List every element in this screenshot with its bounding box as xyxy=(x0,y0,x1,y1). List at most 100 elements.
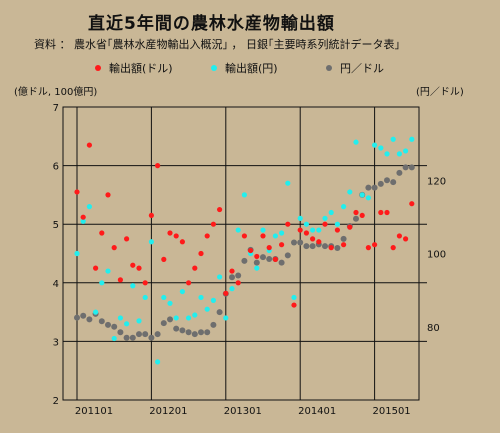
data-point xyxy=(130,283,136,289)
data-point xyxy=(74,250,80,257)
data-point xyxy=(148,212,154,219)
data-point xyxy=(291,302,297,308)
data-marks xyxy=(74,136,415,365)
data-point xyxy=(285,180,291,186)
data-point xyxy=(316,227,322,233)
data-point xyxy=(173,325,180,332)
y-left-tick-label: 4 xyxy=(53,279,59,290)
data-point xyxy=(142,294,148,301)
data-point xyxy=(334,245,341,252)
legend-label: 輸出額(円) xyxy=(225,61,278,75)
data-point xyxy=(210,221,216,227)
legend-marker xyxy=(211,65,217,71)
data-point xyxy=(179,288,185,295)
data-point xyxy=(279,230,285,236)
data-point xyxy=(111,335,117,342)
data-point xyxy=(179,239,185,245)
data-point xyxy=(235,272,242,279)
data-point xyxy=(105,268,111,274)
data-point xyxy=(99,280,105,286)
x-tick-label: 201201 xyxy=(149,406,187,417)
data-point xyxy=(186,315,192,321)
source-note: 資料 ： 農水省｢農林水産物輸出入概況｣ ， 日銀｢主要時系列統計データ表｣ xyxy=(34,38,400,51)
data-point xyxy=(216,309,223,316)
data-point xyxy=(347,224,353,230)
data-point xyxy=(372,242,378,248)
data-point xyxy=(117,315,123,321)
data-point xyxy=(167,316,173,323)
data-point xyxy=(359,192,365,198)
data-point xyxy=(310,236,316,242)
data-point xyxy=(204,329,211,336)
data-point xyxy=(310,227,316,233)
data-point xyxy=(191,331,198,338)
data-point xyxy=(148,334,155,341)
data-point xyxy=(260,233,266,239)
data-point xyxy=(303,243,310,250)
legend-marker xyxy=(326,65,332,71)
data-point xyxy=(192,312,198,318)
data-point xyxy=(192,265,198,271)
data-point xyxy=(117,329,124,336)
data-point xyxy=(303,221,309,227)
data-point xyxy=(105,321,111,328)
data-point xyxy=(253,259,260,266)
data-point xyxy=(185,329,192,336)
y-left-tick-label: 2 xyxy=(53,396,59,407)
data-point xyxy=(148,239,154,245)
data-point xyxy=(111,323,118,330)
data-point xyxy=(403,236,409,242)
data-point xyxy=(291,239,297,246)
data-point xyxy=(396,169,403,176)
data-point xyxy=(98,318,105,325)
data-point xyxy=(161,294,167,301)
data-point xyxy=(248,247,254,254)
data-point xyxy=(198,329,204,336)
data-point xyxy=(130,262,136,268)
data-point xyxy=(359,212,365,219)
data-point xyxy=(328,209,334,216)
data-point xyxy=(86,316,93,323)
legend-label: 円／ドル xyxy=(340,62,384,75)
data-point xyxy=(322,243,328,250)
data-point xyxy=(241,233,247,239)
data-point xyxy=(390,245,396,251)
data-point xyxy=(142,280,148,286)
data-point xyxy=(136,265,142,271)
data-point xyxy=(353,215,359,222)
data-point xyxy=(372,142,378,148)
data-point xyxy=(340,235,347,242)
y-left-tick-label: 6 xyxy=(53,162,59,173)
axes: 2 3 4 5 6 7 80 100 120 201101 201201 201301 201401 20… xyxy=(14,85,464,417)
data-point xyxy=(297,227,303,233)
y-right-tick-label: 80 xyxy=(427,323,440,334)
data-point xyxy=(396,151,402,157)
grid xyxy=(63,107,427,400)
data-point xyxy=(210,297,216,303)
data-point xyxy=(278,259,285,266)
y-left-tick-label: 3 xyxy=(53,337,59,348)
y-left-tick-label: 7 xyxy=(53,103,59,114)
data-point xyxy=(80,312,87,319)
data-point xyxy=(403,148,409,154)
data-point xyxy=(124,321,130,327)
data-point xyxy=(204,306,210,312)
data-point xyxy=(142,331,149,338)
data-point xyxy=(161,256,167,262)
data-point xyxy=(93,265,99,271)
data-point xyxy=(378,145,384,151)
data-point xyxy=(80,214,86,220)
y-left-tick-label: 5 xyxy=(53,220,59,231)
data-point xyxy=(235,227,241,233)
data-point xyxy=(154,331,161,338)
data-point xyxy=(384,177,390,184)
data-point xyxy=(334,227,340,233)
y-right-tick-label: 120 xyxy=(427,176,446,187)
data-point xyxy=(303,230,309,236)
data-point xyxy=(105,192,111,198)
data-point xyxy=(390,136,396,142)
data-point xyxy=(377,180,384,187)
data-point xyxy=(223,315,229,321)
data-point xyxy=(341,242,347,248)
y-left-axis-label: (億ドル, 100億円) xyxy=(14,85,97,98)
